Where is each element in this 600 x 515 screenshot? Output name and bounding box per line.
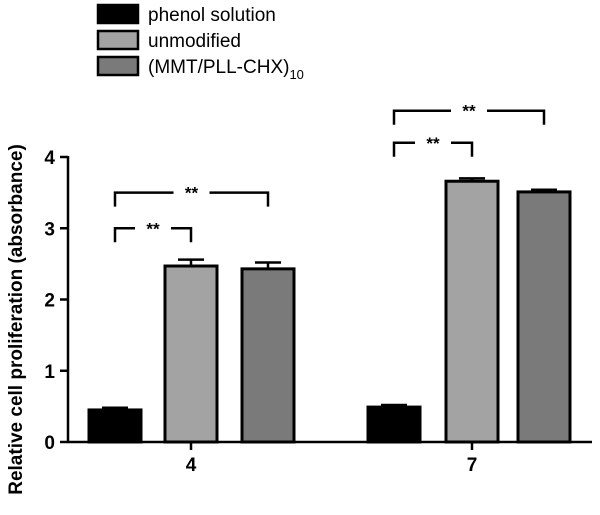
bar xyxy=(87,408,143,444)
legend-label-text: unmodified xyxy=(148,31,241,52)
legend-swatch xyxy=(96,3,140,25)
legend-label-text: (MMT/PLL-CHX) xyxy=(148,57,289,78)
y-tick-label: 1 xyxy=(44,362,55,383)
bar xyxy=(163,264,219,444)
legend-swatch xyxy=(96,29,140,51)
y-tick-label: 3 xyxy=(44,219,55,240)
y-axis-title: Relative cell proliferation (absorbance) xyxy=(6,144,27,495)
bar xyxy=(444,179,500,444)
bars xyxy=(87,177,572,444)
y-ticks: 0 1 2 3 4 xyxy=(44,148,68,454)
significance-label-bg xyxy=(173,188,210,197)
bar xyxy=(516,190,572,444)
y-tick-label: 0 xyxy=(44,433,55,454)
significance-label-bg xyxy=(415,138,451,147)
legend-label: (MMT/PLL-CHX)10 xyxy=(148,57,304,82)
legend-label: phenol solution xyxy=(148,5,276,26)
legend-label-text: phenol solution xyxy=(148,5,276,26)
y-tick-label: 2 xyxy=(44,291,55,312)
significance-label: ** xyxy=(426,134,440,153)
significance-label-bg xyxy=(135,224,171,233)
x-tick-label: 4 xyxy=(186,455,197,476)
significance-label: ** xyxy=(185,184,199,203)
significance-label: ** xyxy=(146,219,160,238)
significance-label: ** xyxy=(462,102,476,121)
bar xyxy=(366,405,422,444)
legend-label-subscript: 10 xyxy=(289,67,303,82)
legend-label: unmodified xyxy=(148,31,241,52)
bar xyxy=(240,267,296,444)
legend: phenol solution unmodified (MMT/PLL-CHX)10 xyxy=(96,3,304,82)
y-tick-label: 4 xyxy=(44,148,55,169)
significance-brackets: ** ** ** ** xyxy=(113,102,546,243)
significance-label-bg xyxy=(451,106,487,115)
legend-swatch xyxy=(96,55,140,77)
x-tick-label: 7 xyxy=(467,455,478,476)
